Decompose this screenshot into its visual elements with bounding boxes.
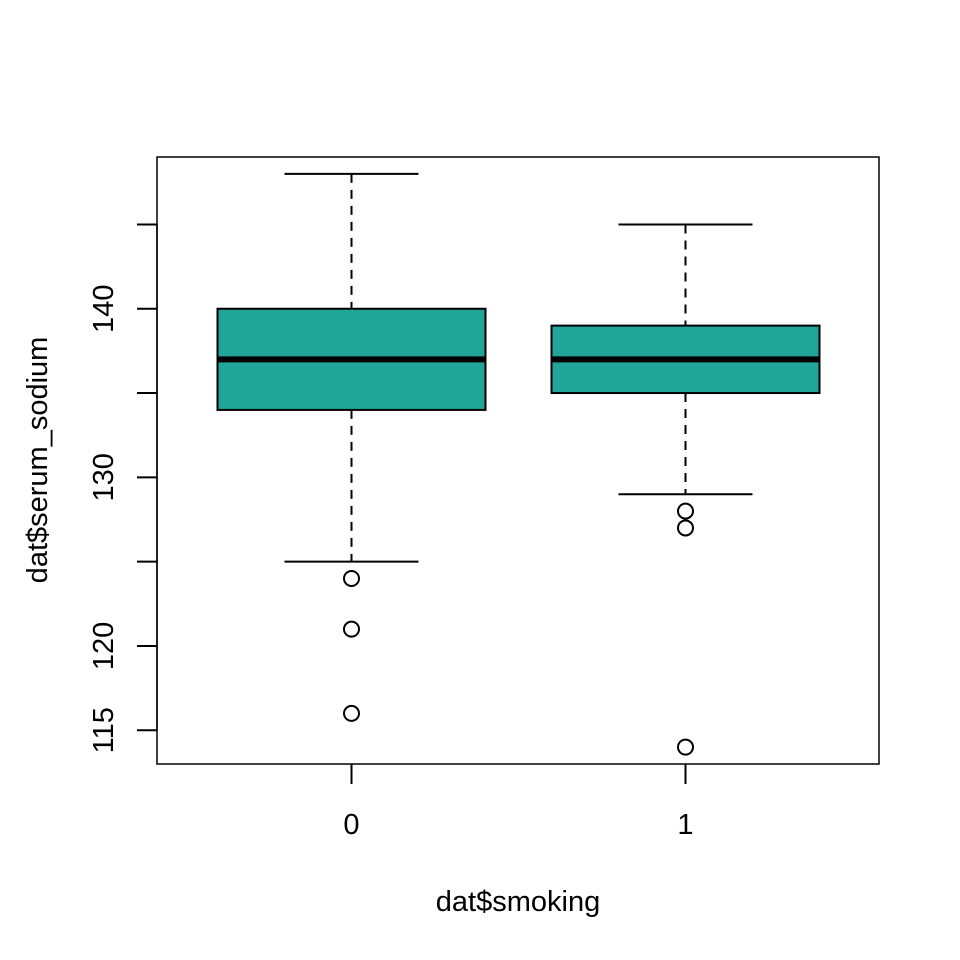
x-axis-label: dat$smoking [436, 886, 600, 918]
outlier-point [677, 519, 694, 537]
x-tick-label: 0 [343, 809, 359, 841]
y-tick-label: 140 [88, 285, 120, 333]
outlier-point [343, 570, 360, 588]
outlier-point [343, 620, 360, 638]
outlier-point [677, 502, 694, 520]
y-tick-label: 120 [88, 622, 120, 670]
box-group-0 [216, 172, 487, 722]
box-group-1 [550, 223, 821, 756]
y-axis-label: dat$serum_sodium [22, 337, 54, 584]
y-tick-label: 115 [88, 707, 120, 753]
plot-layer [216, 172, 821, 756]
outlier-point [343, 704, 360, 722]
y-axis: 115 120 130 140 [88, 223, 158, 753]
x-tick-label: 1 [677, 809, 693, 841]
outlier-point [677, 738, 694, 756]
y-tick-label: 130 [88, 453, 120, 501]
